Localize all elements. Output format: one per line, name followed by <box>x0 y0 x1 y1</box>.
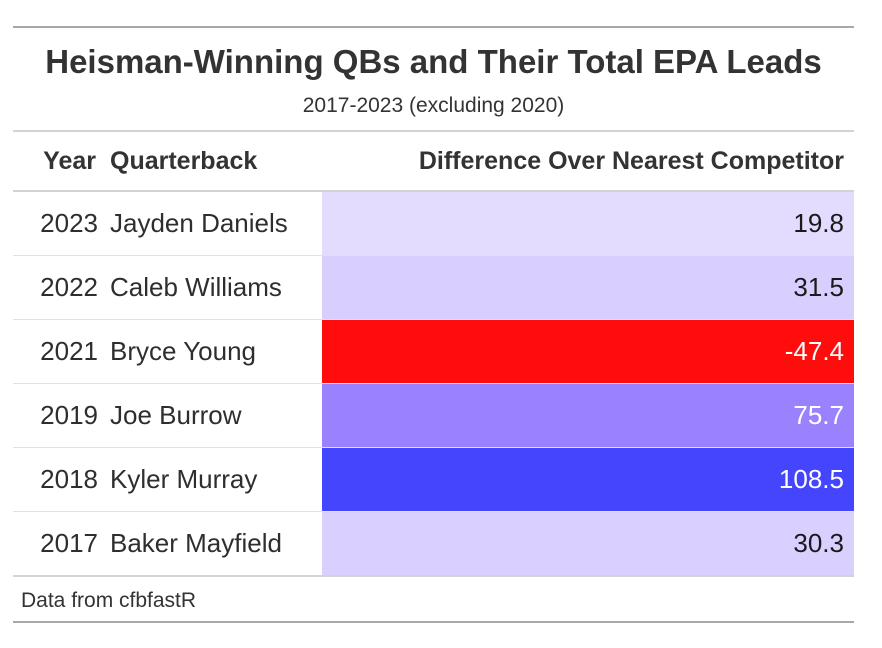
year-cell: 2018 <box>40 464 98 494</box>
epa-table: Heisman-Winning QBs and Their Total EPA … <box>13 26 854 623</box>
year-cell: 2017 <box>40 528 98 558</box>
year-cell: 2021 <box>40 336 98 366</box>
difference-cell: 108.5 <box>322 448 854 511</box>
source-note: Data from cfbfastR <box>13 575 854 621</box>
table-row: 2023 Jayden Daniels 19.8 <box>13 192 854 255</box>
quarterback-cell: Baker Mayfield <box>110 528 282 558</box>
quarterback-cell: Joe Burrow <box>110 400 242 430</box>
table-row: 2021 Bryce Young -47.4 <box>13 319 854 383</box>
quarterback-cell: Kyler Murray <box>110 464 258 494</box>
year-cell: 2022 <box>40 272 98 302</box>
difference-cell: 19.8 <box>322 192 854 255</box>
table-title: Heisman-Winning QBs and Their Total EPA … <box>45 43 822 80</box>
table-row: 2022 Caleb Williams 31.5 <box>13 255 854 319</box>
difference-cell: 30.3 <box>322 512 854 575</box>
year-cell: 2019 <box>40 400 98 430</box>
header-year: Year <box>43 146 96 175</box>
quarterback-cell: Bryce Young <box>110 336 257 366</box>
table-body: 2023 Jayden Daniels 19.8 2022 Caleb Williams… <box>13 192 854 575</box>
difference-cell: -47.4 <box>322 320 854 383</box>
difference-cell: 31.5 <box>322 256 854 319</box>
table-subtitle: 2017-2023 (excluding 2020) <box>302 94 565 117</box>
table-row: 2017 Baker Mayfield 30.3 <box>13 511 854 575</box>
table-row: 2018 Kyler Murray 108.5 <box>13 447 854 511</box>
header-quarterback: Quarterback <box>110 146 258 175</box>
header-difference: Difference Over Nearest Competitor <box>418 146 844 175</box>
table-header-row: Year Quarterback Difference Over Nearest… <box>13 130 854 192</box>
year-cell: 2023 <box>40 208 98 238</box>
table-row: 2019 Joe Burrow 75.7 <box>13 383 854 447</box>
quarterback-cell: Jayden Daniels <box>110 208 288 238</box>
quarterback-cell: Caleb Williams <box>110 272 282 302</box>
difference-cell: 75.7 <box>322 384 854 447</box>
